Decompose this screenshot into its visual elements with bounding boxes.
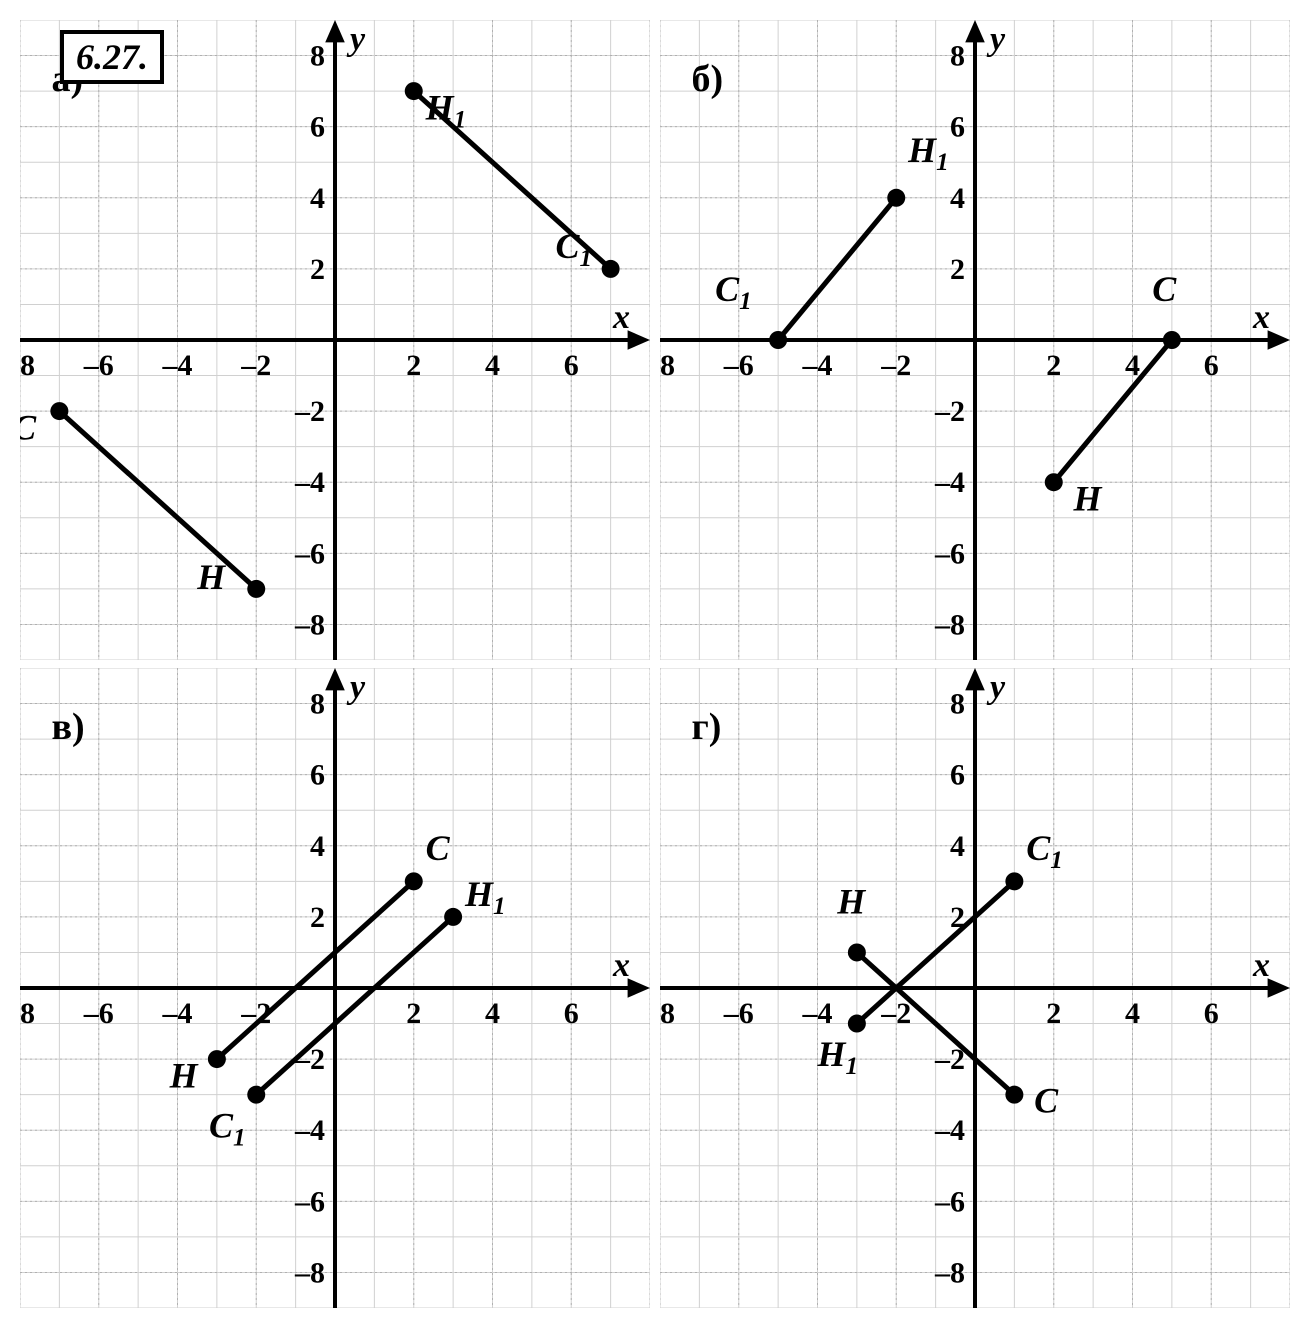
svg-text:C: C: [1034, 1080, 1059, 1120]
svg-text:–4: –4: [162, 997, 193, 1030]
svg-text:–8: –8: [20, 349, 35, 382]
svg-text:C1: C1: [209, 1105, 246, 1151]
panel-a: –8–6–4–2246–8–6–4–22468xyCHH1C1а): [20, 20, 652, 660]
svg-text:г): г): [692, 706, 722, 748]
svg-text:–8: –8: [294, 1256, 325, 1289]
svg-text:–2: –2: [880, 349, 911, 382]
problem-number: 6.27.: [60, 30, 164, 84]
svg-text:x: x: [1252, 947, 1270, 984]
svg-text:4: 4: [950, 830, 965, 863]
svg-text:6: 6: [950, 759, 965, 792]
svg-text:–8: –8: [660, 349, 675, 382]
chart-svg-a: –8–6–4–2246–8–6–4–22468xyCHH1C1а): [20, 20, 650, 660]
svg-text:y: y: [346, 21, 366, 58]
svg-text:–4: –4: [162, 349, 193, 382]
svg-text:4: 4: [310, 182, 325, 215]
svg-text:6: 6: [564, 349, 579, 382]
svg-text:6: 6: [564, 997, 579, 1030]
svg-text:2: 2: [406, 997, 421, 1030]
svg-text:–6: –6: [294, 537, 325, 570]
svg-text:C1: C1: [1026, 828, 1063, 874]
svg-text:в): в): [52, 706, 85, 748]
svg-text:–4: –4: [802, 349, 833, 382]
svg-text:2: 2: [1046, 997, 1061, 1030]
svg-text:y: y: [346, 669, 366, 706]
svg-text:–8: –8: [934, 1256, 965, 1289]
chart-svg-g: –8–6–4–2246–8–6–4–22468xyHCH1C1г): [660, 668, 1290, 1308]
svg-text:C1: C1: [715, 269, 752, 315]
svg-text:2: 2: [950, 253, 965, 286]
svg-text:H: H: [169, 1056, 199, 1096]
panel-v: –8–6–4–2246–8–6–4–22468xyHCC1H1в): [20, 668, 652, 1308]
svg-text:–6: –6: [723, 349, 754, 382]
svg-text:8: 8: [310, 40, 325, 73]
svg-text:x: x: [1252, 299, 1270, 336]
svg-text:H1: H1: [817, 1034, 859, 1080]
svg-text:–2: –2: [240, 349, 271, 382]
svg-text:–6: –6: [294, 1185, 325, 1218]
svg-text:2: 2: [1046, 349, 1061, 382]
svg-text:C: C: [426, 828, 451, 868]
svg-text:y: y: [986, 21, 1006, 58]
svg-text:H: H: [836, 881, 866, 921]
svg-text:–2: –2: [934, 395, 965, 428]
svg-text:–8: –8: [934, 608, 965, 641]
svg-text:–6: –6: [934, 1185, 965, 1218]
svg-text:–4: –4: [934, 1114, 965, 1147]
svg-text:–4: –4: [294, 466, 325, 499]
svg-text:4: 4: [1125, 349, 1140, 382]
chart-grid: –8–6–4–2246–8–6–4–22468xyCHH1C1а) –8–6–4…: [0, 0, 1312, 1321]
svg-text:–2: –2: [880, 997, 911, 1030]
svg-text:6: 6: [1204, 997, 1219, 1030]
svg-text:–8: –8: [20, 997, 35, 1030]
svg-text:6: 6: [1204, 349, 1219, 382]
svg-text:x: x: [612, 299, 630, 336]
panel-g: –8–6–4–2246–8–6–4–22468xyHCH1C1г): [660, 668, 1292, 1308]
svg-text:–6: –6: [83, 349, 114, 382]
svg-text:H: H: [1072, 479, 1102, 519]
svg-text:H: H: [196, 557, 226, 597]
svg-text:H1: H1: [425, 88, 467, 134]
svg-text:y: y: [986, 669, 1006, 706]
svg-text:4: 4: [950, 182, 965, 215]
svg-text:8: 8: [950, 40, 965, 73]
svg-text:–4: –4: [294, 1114, 325, 1147]
svg-text:–8: –8: [294, 608, 325, 641]
svg-text:x: x: [612, 947, 630, 984]
svg-text:–6: –6: [83, 997, 114, 1030]
svg-text:H1: H1: [907, 130, 949, 176]
svg-text:–4: –4: [802, 997, 833, 1030]
svg-text:б): б): [692, 58, 724, 100]
svg-text:6: 6: [310, 111, 325, 144]
svg-text:–2: –2: [294, 395, 325, 428]
svg-text:–6: –6: [934, 537, 965, 570]
svg-text:4: 4: [485, 349, 500, 382]
svg-text:6: 6: [310, 759, 325, 792]
svg-text:–4: –4: [934, 466, 965, 499]
svg-text:2: 2: [310, 253, 325, 286]
chart-svg-b: –8 –6 –4 –2 2 4 6 –8 –6 –4 –2 2 4 6 8 x y H C C1 H1 б): [660, 20, 1290, 660]
svg-text:4: 4: [1125, 997, 1140, 1030]
svg-text:8: 8: [950, 688, 965, 721]
svg-text:C: C: [20, 408, 37, 448]
svg-text:6: 6: [950, 111, 965, 144]
svg-text:2: 2: [310, 901, 325, 934]
panel-b: –8 –6 –4 –2 2 4 6 –8 –6 –4 –2 2 4 6 8 x y H C C1 H1 б): [660, 20, 1292, 660]
svg-text:–6: –6: [723, 997, 754, 1030]
svg-text:C: C: [1152, 269, 1177, 309]
svg-text:4: 4: [310, 830, 325, 863]
chart-svg-v: –8–6–4–2246–8–6–4–22468xyHCC1H1в): [20, 668, 650, 1308]
svg-text:4: 4: [485, 997, 500, 1030]
svg-text:8: 8: [310, 688, 325, 721]
svg-text:2: 2: [406, 349, 421, 382]
svg-text:–8: –8: [660, 997, 675, 1030]
